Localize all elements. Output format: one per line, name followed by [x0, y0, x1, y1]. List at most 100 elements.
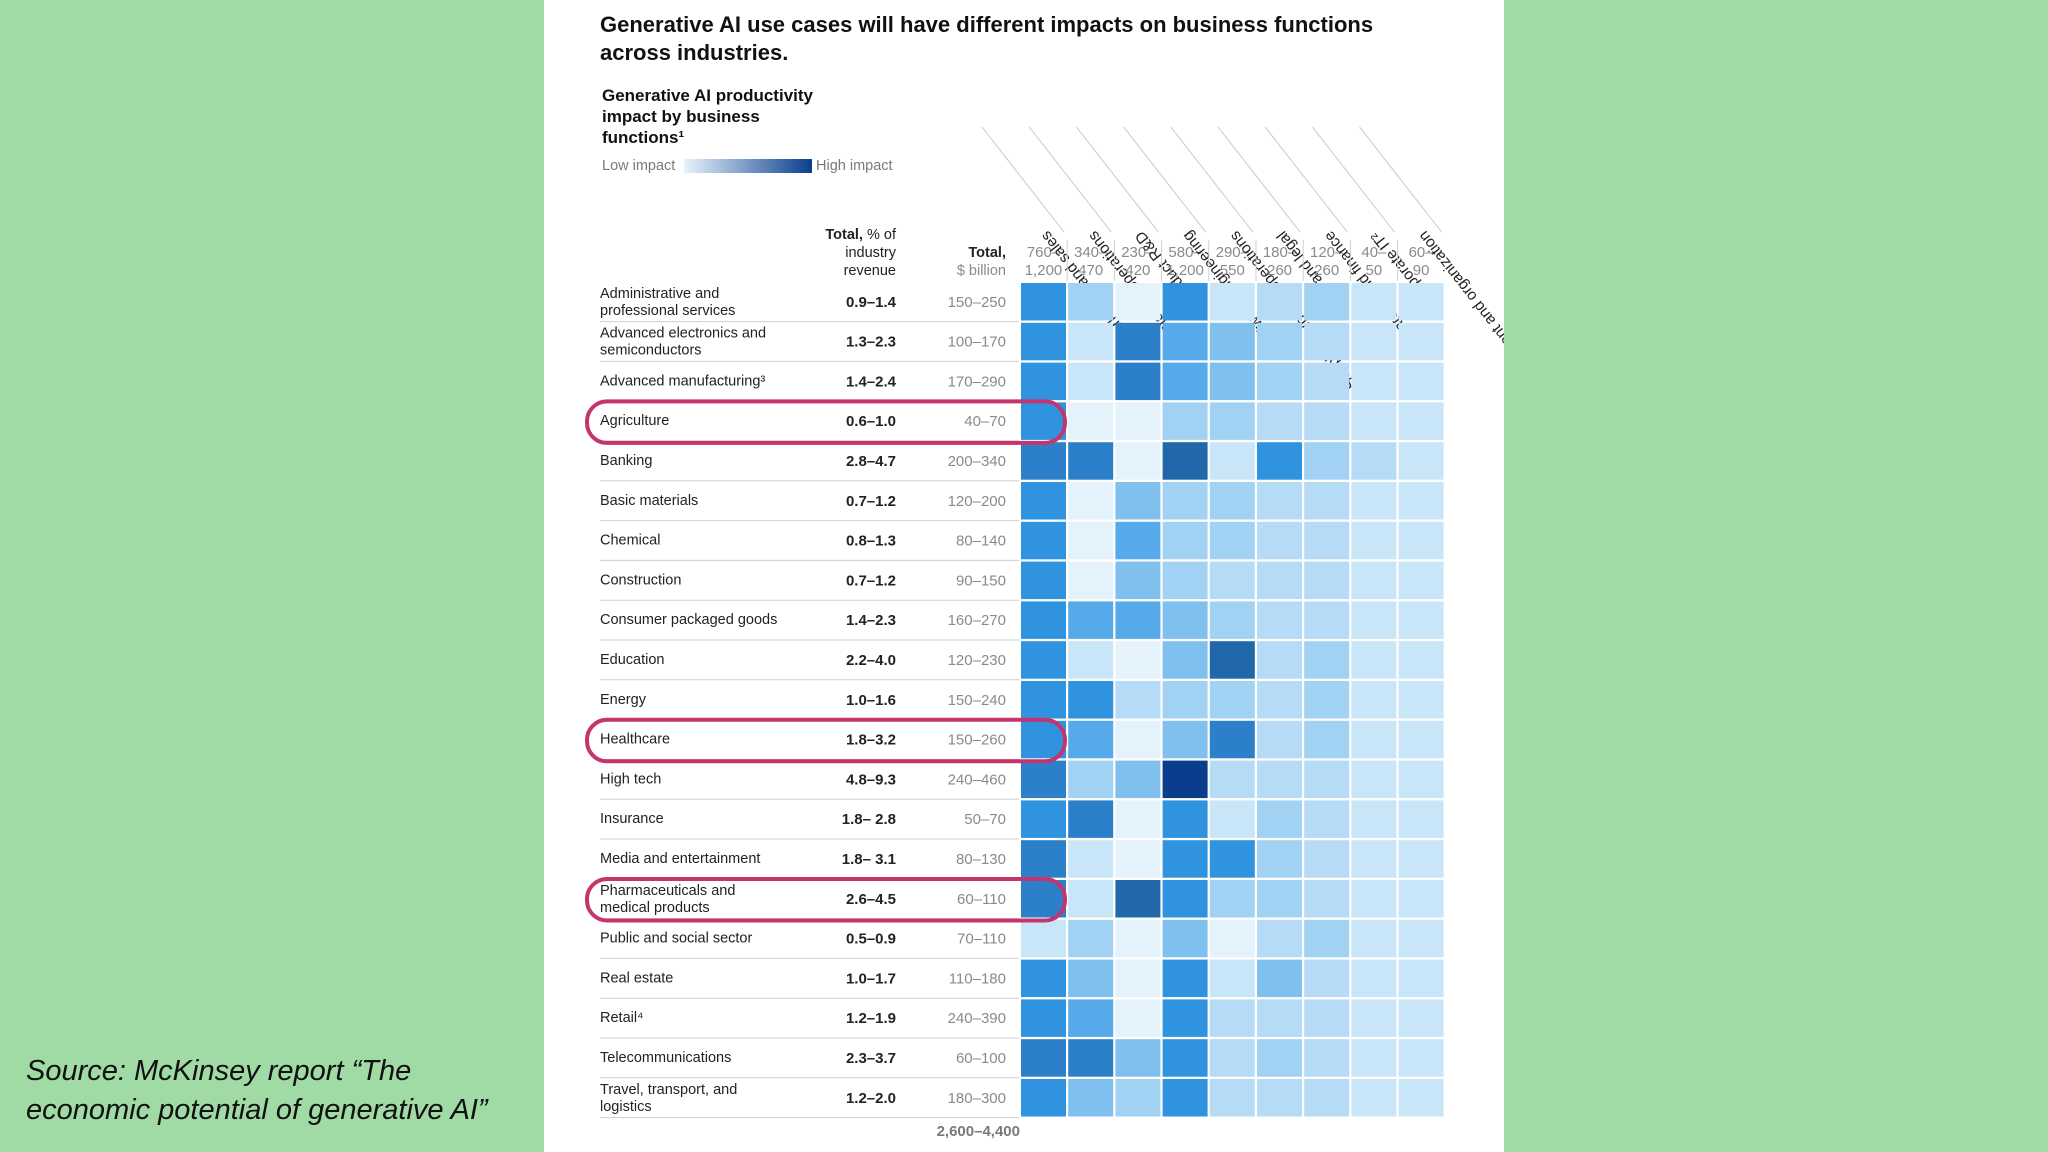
column-total-line1: 340–	[1074, 244, 1108, 261]
row-usd: 160–270	[948, 612, 1006, 629]
row-label: Chemical	[600, 533, 660, 549]
heatmap-cell	[1257, 561, 1302, 600]
heatmap-cell	[1021, 601, 1066, 639]
heatmap-cell	[1068, 402, 1114, 440]
heatmap-cell	[1398, 880, 1444, 918]
heatmap-cell	[1068, 641, 1114, 679]
heatmap-cell	[1304, 880, 1350, 918]
heatmap-cell	[1162, 322, 1208, 361]
heatmap-cell	[1398, 601, 1444, 639]
heatmap-cell	[1162, 959, 1208, 998]
heatmap-cell	[1257, 601, 1302, 639]
heatmap-cell	[1115, 919, 1161, 958]
heatmap-cell	[1162, 402, 1208, 440]
column-total-line2: 260	[1314, 262, 1339, 279]
heatmap-cell	[1398, 482, 1444, 520]
chart-subtitle-line: impact by business	[602, 107, 760, 126]
row-pct: 0.8–1.3	[846, 533, 896, 550]
heatmap-cell	[1115, 641, 1161, 679]
row-label: Agriculture	[600, 413, 669, 429]
heatmap-cell	[1115, 561, 1161, 600]
heatmap-cell	[1068, 919, 1114, 958]
heatmap-cell	[1021, 283, 1066, 321]
row-pct: 1.8–3.2	[846, 732, 896, 749]
row-label-line: medical products	[600, 900, 710, 916]
column-diagonal-line	[1170, 126, 1254, 233]
heatmap-cell	[1304, 601, 1350, 639]
row-label: High tech	[600, 771, 661, 787]
heatmap-cell	[1068, 1079, 1114, 1117]
row-label-line: Administrative and	[600, 286, 719, 302]
row-pct: 1.0–1.7	[846, 970, 896, 987]
heatmap-cell	[1257, 840, 1302, 878]
column-total-line2: 470	[1078, 262, 1103, 279]
row-usd: 110–180	[949, 970, 1006, 987]
heatmap-cell	[1304, 482, 1350, 520]
heatmap-cell	[1304, 1039, 1350, 1077]
heatmap-cell	[1021, 322, 1066, 361]
heatmap-cell	[1398, 760, 1444, 799]
grand-total: 2,600–4,400	[937, 1123, 1020, 1140]
row-label: Consumer packaged goods	[600, 612, 777, 628]
row-usd: 50–70	[964, 811, 1006, 828]
heatmap-cell	[1257, 1039, 1302, 1077]
heatmap-cell	[1304, 760, 1350, 799]
heatmap-cell	[1209, 919, 1255, 958]
column-total-line2: 420	[1125, 262, 1150, 279]
heatmap-cell	[1021, 959, 1066, 998]
row-pct: 1.4–2.4	[846, 373, 897, 390]
heatmap-cell	[1304, 720, 1350, 759]
heatmap-cell	[1304, 959, 1350, 998]
column-diagonal-line	[981, 126, 1065, 233]
row-usd: 120–230	[948, 652, 1006, 669]
chart-subtitle-line: functions¹	[602, 128, 684, 147]
column-total-line2: 1,200	[1025, 262, 1063, 279]
heatmap-cell	[1068, 322, 1114, 361]
heatmap-cell	[1257, 760, 1302, 799]
column-total-line1: 40–	[1361, 244, 1387, 261]
row-pct: 2.3–3.7	[846, 1050, 896, 1067]
row-pct: 1.8– 3.1	[842, 851, 896, 868]
heatmap-cell	[1351, 1079, 1397, 1117]
highlight-ring	[585, 877, 1067, 923]
heatmap-cell	[1257, 641, 1302, 679]
row-label: Retail⁴	[600, 1010, 643, 1026]
column-total-line1: 230–	[1121, 244, 1155, 261]
row-usd: 80–130	[956, 851, 1006, 868]
heatmap-cell	[1351, 999, 1397, 1037]
row-label-line: Pharmaceuticals and	[600, 883, 735, 899]
heatmap-cell	[1257, 880, 1302, 918]
heatmap-cell	[1398, 1079, 1444, 1117]
heatmap-cell	[1257, 999, 1302, 1037]
heatmap-cell	[1351, 1039, 1397, 1077]
heatmap-cell	[1304, 322, 1350, 361]
row-usd: 100–170	[948, 334, 1006, 351]
heatmap-cell	[1257, 482, 1302, 520]
heatmap-cell	[1115, 720, 1161, 759]
heatmap-cell	[1304, 402, 1350, 440]
row-label-line: Advanced electronics and	[600, 326, 766, 342]
row-label-line: logistics	[600, 1099, 652, 1115]
heatmap-cell	[1351, 681, 1397, 719]
heatmap-cell	[1021, 482, 1066, 520]
heatmap-cell	[1068, 362, 1114, 401]
heatmap-cell	[1162, 760, 1208, 799]
heatmap-cell	[1304, 362, 1350, 401]
row-label-line: semiconductors	[600, 343, 702, 359]
row-usd: 60–100	[956, 1050, 1006, 1067]
heatmap-cell	[1115, 840, 1161, 878]
column-total-line1: 60–	[1409, 244, 1435, 261]
heatmap-cell	[1068, 760, 1114, 799]
highlight-ring	[585, 399, 1067, 445]
heatmap-cell	[1257, 322, 1302, 361]
row-pct: 0.5–0.9	[846, 931, 896, 948]
heatmap-cell	[1162, 720, 1208, 759]
header-usd-line1: Total,	[968, 245, 1006, 261]
heatmap-cell	[1021, 521, 1066, 560]
column-total-line1: 760–	[1027, 244, 1061, 261]
heatmap-cell	[1162, 1039, 1208, 1077]
heatmap-cell	[1162, 641, 1208, 679]
heatmap-cell	[1162, 880, 1208, 918]
header-pct-line3: revenue	[844, 263, 896, 279]
heatmap-cell	[1304, 840, 1350, 878]
